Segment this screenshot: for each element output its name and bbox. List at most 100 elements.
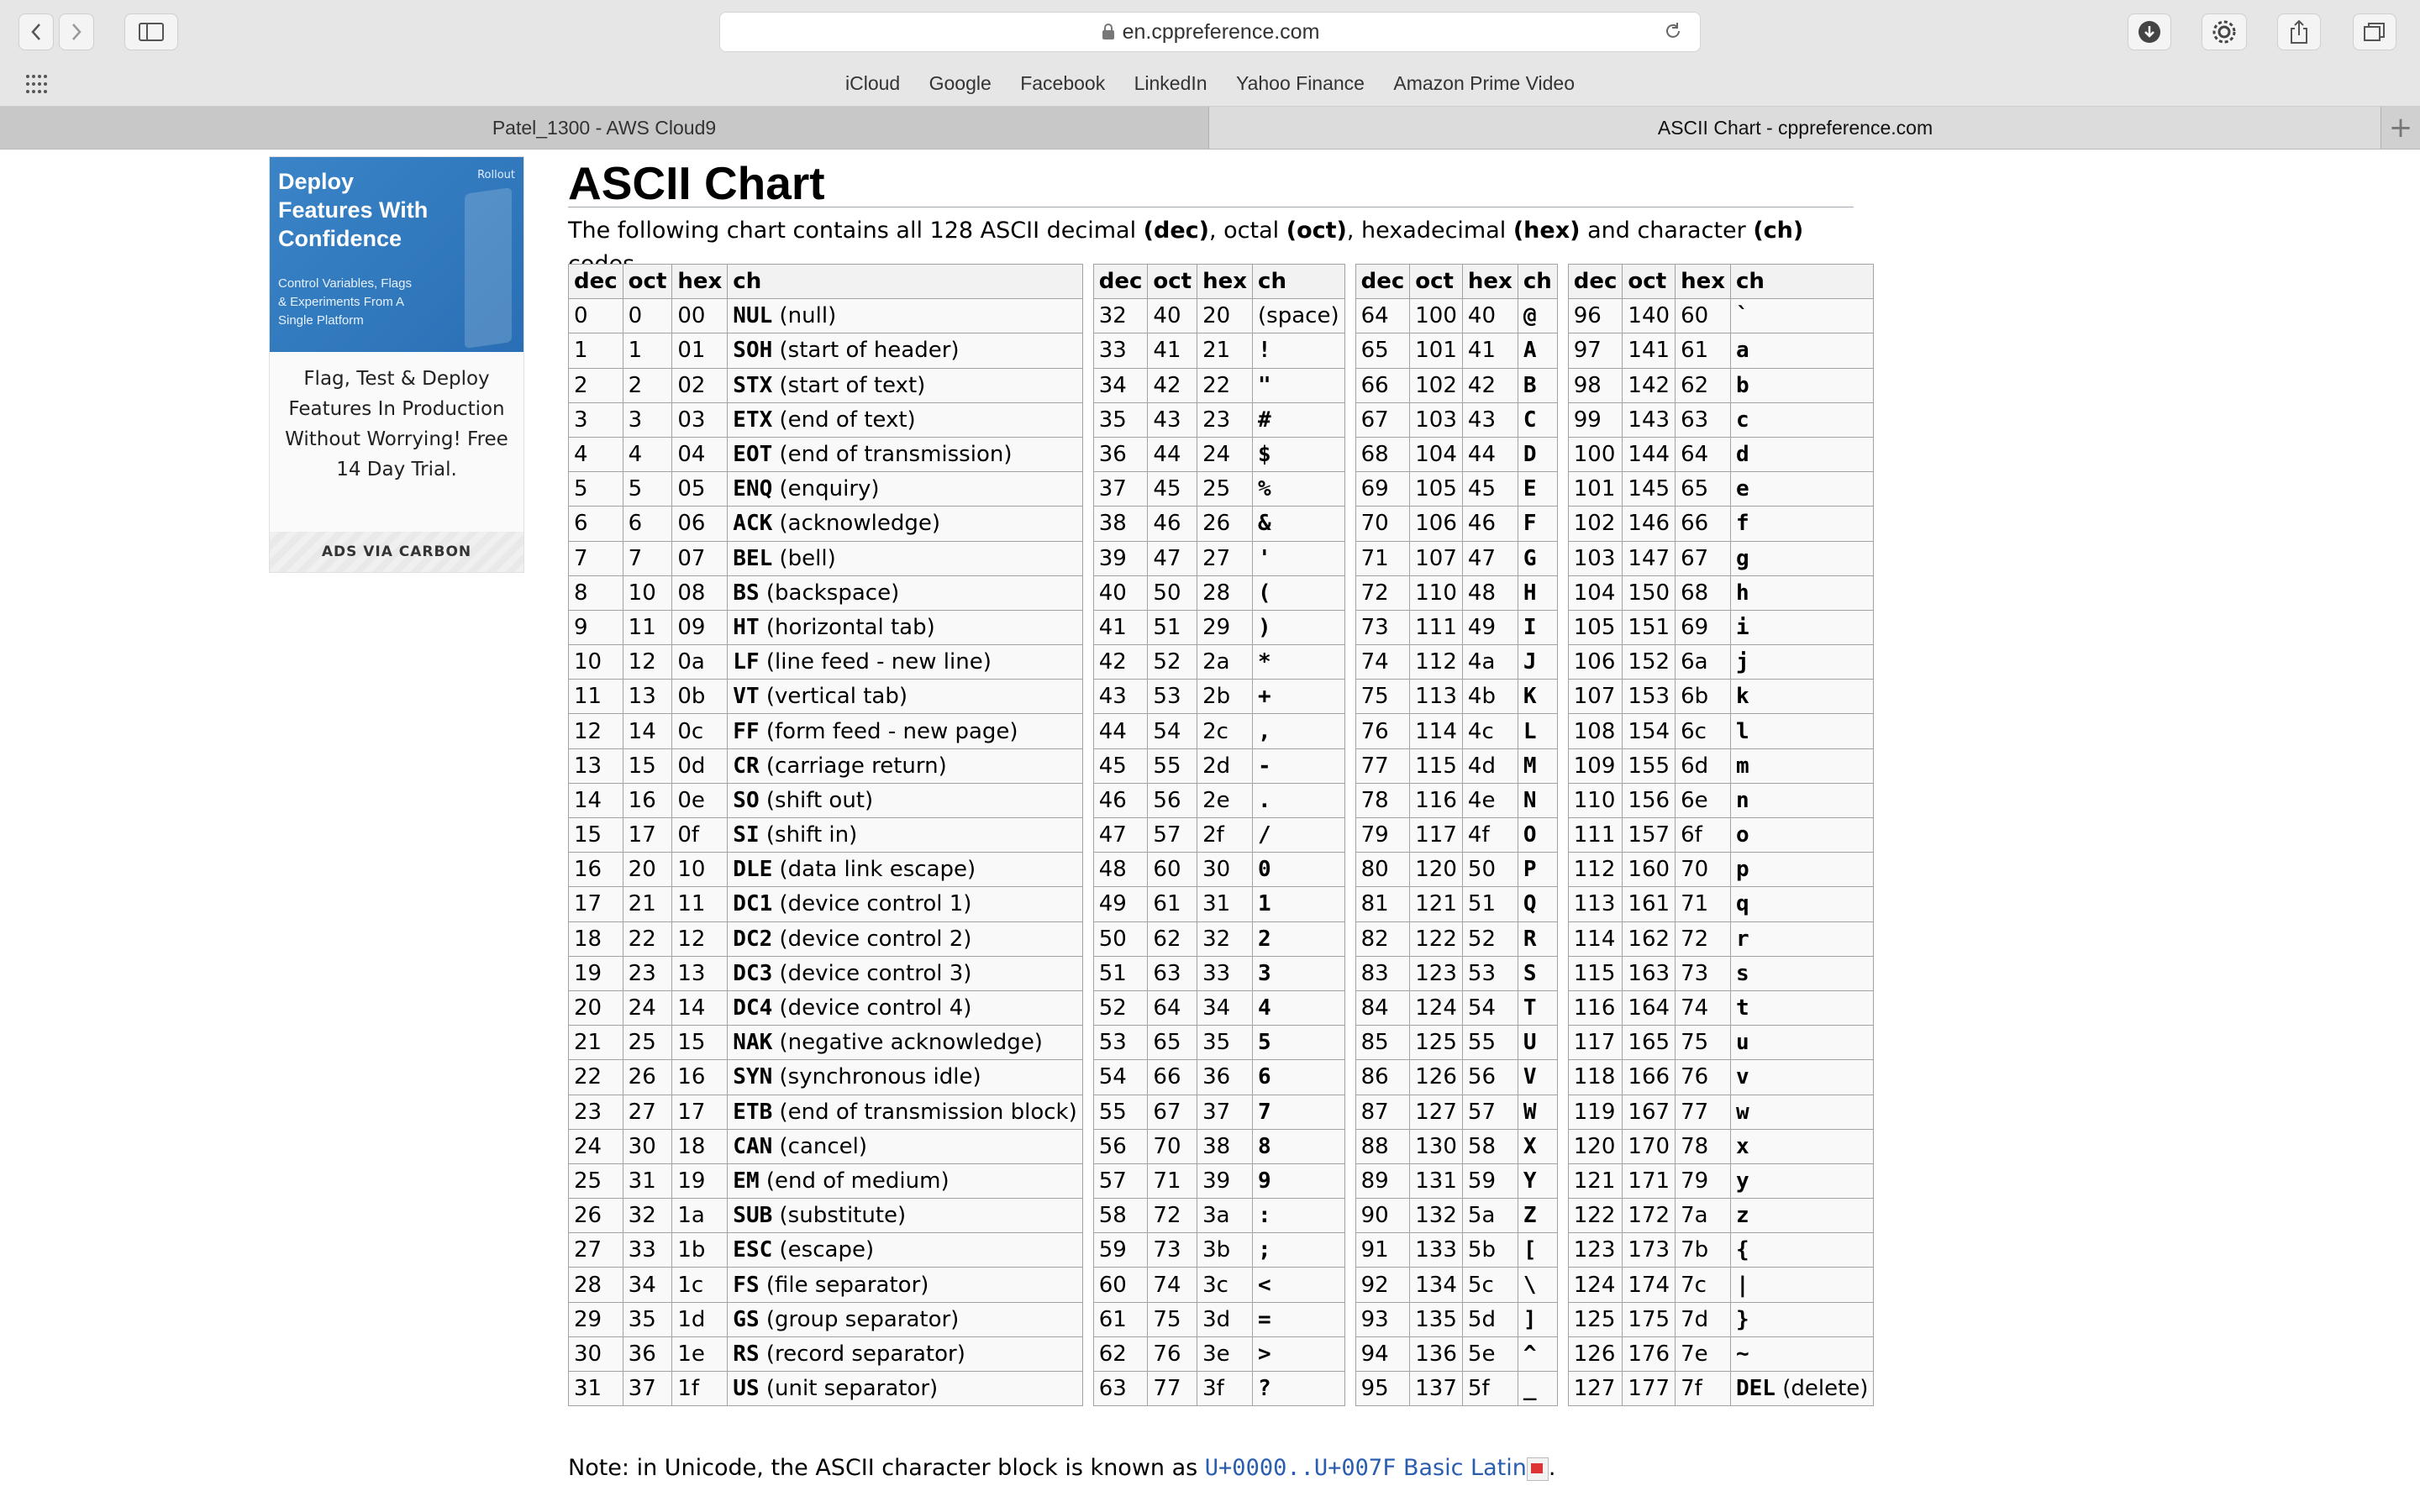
dec-cell: 50 <box>1092 921 1149 957</box>
table-row: 14 16 0e SO (shift out) <box>568 782 1083 819</box>
new-tab-button[interactable]: + <box>2381 107 2420 149</box>
hex-cell: 4c <box>1461 713 1518 749</box>
oct-cell: 75 <box>1147 1301 1198 1337</box>
pdf-icon[interactable] <box>1526 1457 1549 1481</box>
hex-cell: 63 <box>1675 402 1731 438</box>
table-row: 100 144 64 d <box>1567 436 1875 473</box>
table-row: 81 121 51 Q <box>1355 886 1558 922</box>
ch-cell: Y <box>1517 1163 1558 1200</box>
address-bar[interactable]: en.cppreference.com <box>719 12 1701 52</box>
dec-cell: 64 <box>1355 298 1411 334</box>
table-row: 45 55 2d - <box>1092 748 1345 784</box>
oct-cell: 64 <box>1147 990 1198 1026</box>
hex-cell: 7d <box>1675 1301 1731 1337</box>
favorite-google[interactable]: Google <box>929 72 992 94</box>
hex-cell: 0f <box>671 816 729 853</box>
oct-cell: 101 <box>1409 333 1463 369</box>
character-glyph: N <box>1523 787 1537 813</box>
favorite-linkedin[interactable]: LinkedIn <box>1134 72 1207 94</box>
favorite-facebook[interactable]: Facebook <box>1020 72 1106 94</box>
hex-cell: 7e <box>1675 1336 1731 1373</box>
dec-cell: 53 <box>1092 1025 1149 1061</box>
oct-cell: 141 <box>1622 333 1676 369</box>
ad-text[interactable]: Flag, Test & Deploy Features In Producti… <box>285 368 508 480</box>
tab-aws-cloud9[interactable]: Patel_1300 - AWS Cloud9 <box>0 107 1209 149</box>
dec-cell: 37 <box>1092 471 1149 507</box>
ch-cell: j <box>1729 644 1875 680</box>
dec-cell: 105 <box>1567 609 1623 646</box>
carbon-ad[interactable]: Deploy Features With Confidence Control … <box>269 156 524 573</box>
hex-cell: 77 <box>1675 1094 1731 1130</box>
ch-cell: h <box>1729 575 1875 611</box>
share-button[interactable] <box>2277 13 2321 50</box>
downloads-button[interactable] <box>2128 13 2171 50</box>
hex-cell: 17 <box>671 1094 729 1130</box>
hex-cell: 23 <box>1197 402 1254 438</box>
favorite-amazon-prime-video[interactable]: Amazon Prime Video <box>1393 72 1575 94</box>
oct-cell: 113 <box>1409 679 1463 715</box>
ch-cell: NAK (negative acknowledge) <box>727 1025 1083 1061</box>
apps-grid-icon[interactable] <box>25 74 49 94</box>
dec-cell: 110 <box>1567 782 1623 819</box>
table-row: 105 151 69 i <box>1567 609 1875 646</box>
character-glyph: c <box>1735 407 1749 433</box>
oct-cell: 104 <box>1409 436 1463 473</box>
ascii-tables: dec oct hex ch 0 0 00 NUL (null) 1 1 01 SOH (start … <box>568 263 1884 1407</box>
page-title: ASCII Chart <box>568 150 1854 209</box>
oct-cell: 146 <box>1622 506 1676 542</box>
control-code: CR <box>733 753 760 779</box>
character-glyph: ) <box>1258 614 1271 640</box>
browser-toolbar: en.cppreference.com <box>0 0 2420 62</box>
ch-cell: } <box>1729 1301 1875 1337</box>
table-row: 122 172 7a z <box>1567 1198 1875 1234</box>
character-glyph: } <box>1735 1306 1749 1332</box>
character-glyph: O <box>1523 822 1537 848</box>
ch-cell: ENQ (enquiry) <box>727 471 1083 507</box>
forward-button[interactable] <box>59 13 94 50</box>
reload-icon[interactable] <box>1663 21 1683 41</box>
table-row: 110 156 6e n <box>1567 782 1875 819</box>
table-row: 37 45 25% <box>1092 471 1345 507</box>
ch-cell: f <box>1729 506 1875 542</box>
favorite-yahoo-finance[interactable]: Yahoo Finance <box>1235 72 1365 94</box>
table-row: 9 11 09 HT (horizontal tab) <box>568 609 1083 646</box>
tab-ascii-chart[interactable]: ASCII Chart - cppreference.com <box>1209 107 2381 149</box>
ch-cell: o <box>1729 816 1875 853</box>
dec-cell: 67 <box>1355 402 1411 438</box>
table-row: 127 177 7f DEL (delete) <box>1567 1370 1875 1407</box>
hex-cell: 7b <box>1675 1232 1731 1268</box>
sidebar-toggle-button[interactable] <box>124 13 178 50</box>
dec-cell: 86 <box>1355 1059 1411 1095</box>
hex-cell: 08 <box>671 575 729 611</box>
table-row: 63 77 3f? <box>1092 1370 1345 1407</box>
extension-button[interactable] <box>2202 13 2247 50</box>
chevron-left-icon <box>31 24 40 40</box>
back-button[interactable] <box>18 13 54 50</box>
ch-cell: ETB (end of transmission block) <box>727 1094 1083 1130</box>
ads-via-carbon-link[interactable]: ADS VIA CARBON <box>270 532 523 572</box>
hex-cell: 4d <box>1461 748 1518 784</box>
dec-cell: 15 <box>568 816 623 853</box>
chevron-right-icon <box>72 24 82 40</box>
favorite-icloud[interactable]: iCloud <box>845 72 901 94</box>
control-code: DEL <box>1735 1376 1776 1402</box>
oct-cell: 31 <box>622 1163 673 1200</box>
character-glyph: h <box>1735 580 1749 606</box>
dec-cell: 104 <box>1567 575 1623 611</box>
dec-cell: 95 <box>1355 1370 1411 1407</box>
table-row: 99 143 63 c <box>1567 402 1875 438</box>
table-row: 55 67 37 7 <box>1092 1094 1345 1130</box>
ch-cell: e <box>1729 471 1875 507</box>
character-glyph: > <box>1258 1341 1271 1367</box>
tabs-overview-button[interactable] <box>2353 13 2396 50</box>
ch-cell: 9 <box>1252 1163 1345 1200</box>
basic-latin-link[interactable]: U+0000..U+007F Basic Latin <box>1205 1455 1527 1481</box>
column-header-hex: hex <box>1461 263 1518 300</box>
hex-cell: 03 <box>671 402 729 438</box>
ch-cell: i <box>1729 609 1875 646</box>
column-header-hex: hex <box>671 263 729 300</box>
character-glyph: J <box>1523 649 1537 675</box>
ad-banner[interactable]: Deploy Features With Confidence Control … <box>270 157 523 352</box>
ch-cell: b <box>1729 367 1875 403</box>
table-row: 124 174 7c | <box>1567 1267 1875 1303</box>
